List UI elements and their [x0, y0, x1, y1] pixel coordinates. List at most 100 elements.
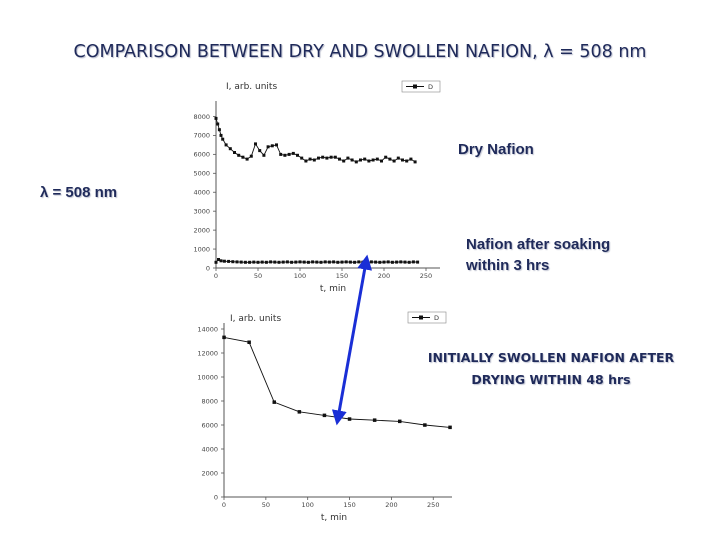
data-point — [353, 260, 357, 264]
y-tick-label: 14000 — [197, 325, 218, 333]
comparison-arrow — [331, 254, 373, 426]
data-point — [359, 158, 362, 162]
y-tick-label: 7000 — [193, 132, 210, 140]
data-point — [372, 418, 377, 422]
data-point — [338, 157, 341, 161]
data-point — [311, 260, 315, 264]
data-point — [227, 259, 231, 263]
data-point — [340, 260, 344, 264]
x-axis-label: t, min — [320, 284, 346, 294]
data-point — [386, 260, 390, 264]
x-tick-label: 250 — [420, 272, 432, 280]
data-point — [269, 260, 273, 264]
data-point — [302, 260, 306, 264]
data-point — [217, 258, 220, 261]
data-point — [333, 155, 337, 159]
data-point — [375, 157, 379, 161]
data-point — [260, 260, 264, 264]
x-tick-label: 150 — [336, 272, 348, 280]
y-tick-label: 0 — [214, 493, 218, 501]
data-point — [258, 149, 262, 153]
data-point — [367, 159, 371, 163]
data-point — [448, 425, 452, 430]
data-point — [323, 260, 327, 264]
data-point — [347, 417, 352, 421]
data-point — [277, 260, 281, 264]
data-point — [317, 156, 320, 160]
data-point — [273, 260, 277, 264]
data-point — [237, 153, 241, 157]
data-point — [388, 157, 392, 161]
data-point — [423, 423, 427, 427]
drying-label-line1: INITIALLY SWOLLEN NAFION AFTER — [427, 350, 675, 365]
data-point — [363, 157, 367, 161]
data-point — [214, 260, 218, 264]
data-point — [354, 160, 358, 164]
data-point — [217, 128, 221, 132]
data-point — [384, 155, 388, 159]
data-point — [398, 419, 402, 424]
data-point — [239, 260, 243, 264]
data-point — [392, 159, 396, 163]
data-point — [319, 260, 323, 264]
data-point — [390, 260, 394, 264]
x-tick-label: 150 — [343, 501, 355, 509]
data-point — [264, 260, 268, 264]
data-point — [219, 259, 223, 263]
x-tick-label: 50 — [254, 272, 262, 280]
data-point — [342, 159, 346, 163]
data-point — [279, 152, 283, 156]
data-point — [294, 260, 298, 264]
y-tick-label: 8000 — [201, 397, 218, 405]
data-point — [325, 156, 329, 160]
y-tick-label: 6000 — [193, 151, 210, 159]
data-point — [396, 156, 400, 160]
x-tick-label: 200 — [385, 501, 397, 509]
data-point — [216, 122, 220, 126]
data-point — [346, 156, 350, 160]
soaked-label-line1: Nafion after soaking — [466, 236, 611, 253]
data-point — [344, 260, 348, 264]
data-point — [256, 260, 260, 264]
data-point — [262, 153, 266, 157]
x-axis-label: t, min — [321, 513, 347, 523]
data-point — [322, 413, 327, 418]
x-tick-label: 0 — [222, 501, 226, 509]
drying-label-line2: DRYING WITHIN 48 hrs — [471, 372, 631, 387]
y-tick-label: 2000 — [201, 469, 218, 477]
data-point — [287, 152, 291, 156]
x-tick-label: 0 — [214, 272, 218, 280]
data-point — [329, 155, 333, 159]
data-point — [231, 260, 235, 264]
data-point — [290, 260, 294, 264]
x-tick-label: 100 — [294, 272, 306, 280]
y-tick-label: 2000 — [193, 226, 210, 234]
x-tick-label: 200 — [378, 272, 390, 280]
y-tick-label: 5000 — [193, 170, 210, 178]
data-point — [241, 155, 245, 159]
y-tick-label: 4000 — [201, 445, 218, 453]
y-tick-label: 8000 — [193, 113, 210, 121]
data-point — [224, 143, 228, 147]
data-point — [222, 259, 226, 263]
data-point — [214, 116, 218, 120]
y-tick-label: 6000 — [201, 421, 218, 429]
data-point — [219, 133, 223, 137]
legend-marker — [413, 84, 417, 89]
data-point — [254, 142, 257, 146]
data-point — [245, 157, 249, 161]
wavelength-label: λ = 508 nm — [40, 184, 118, 201]
data-point — [371, 158, 375, 162]
y-tick-label: 1000 — [193, 245, 210, 253]
data-point — [357, 260, 361, 264]
chart-swollen-drying: 0 2000 4000 6000 8000 10000 12000 14000 0 50 100 15… — [197, 311, 452, 523]
data-point — [361, 260, 365, 264]
data-point — [266, 145, 270, 149]
data-point — [281, 260, 285, 264]
data-point — [291, 151, 295, 155]
y-tick-label: 3000 — [193, 207, 210, 215]
data-point — [401, 158, 404, 162]
data-point — [283, 153, 287, 157]
data-point — [272, 400, 276, 404]
